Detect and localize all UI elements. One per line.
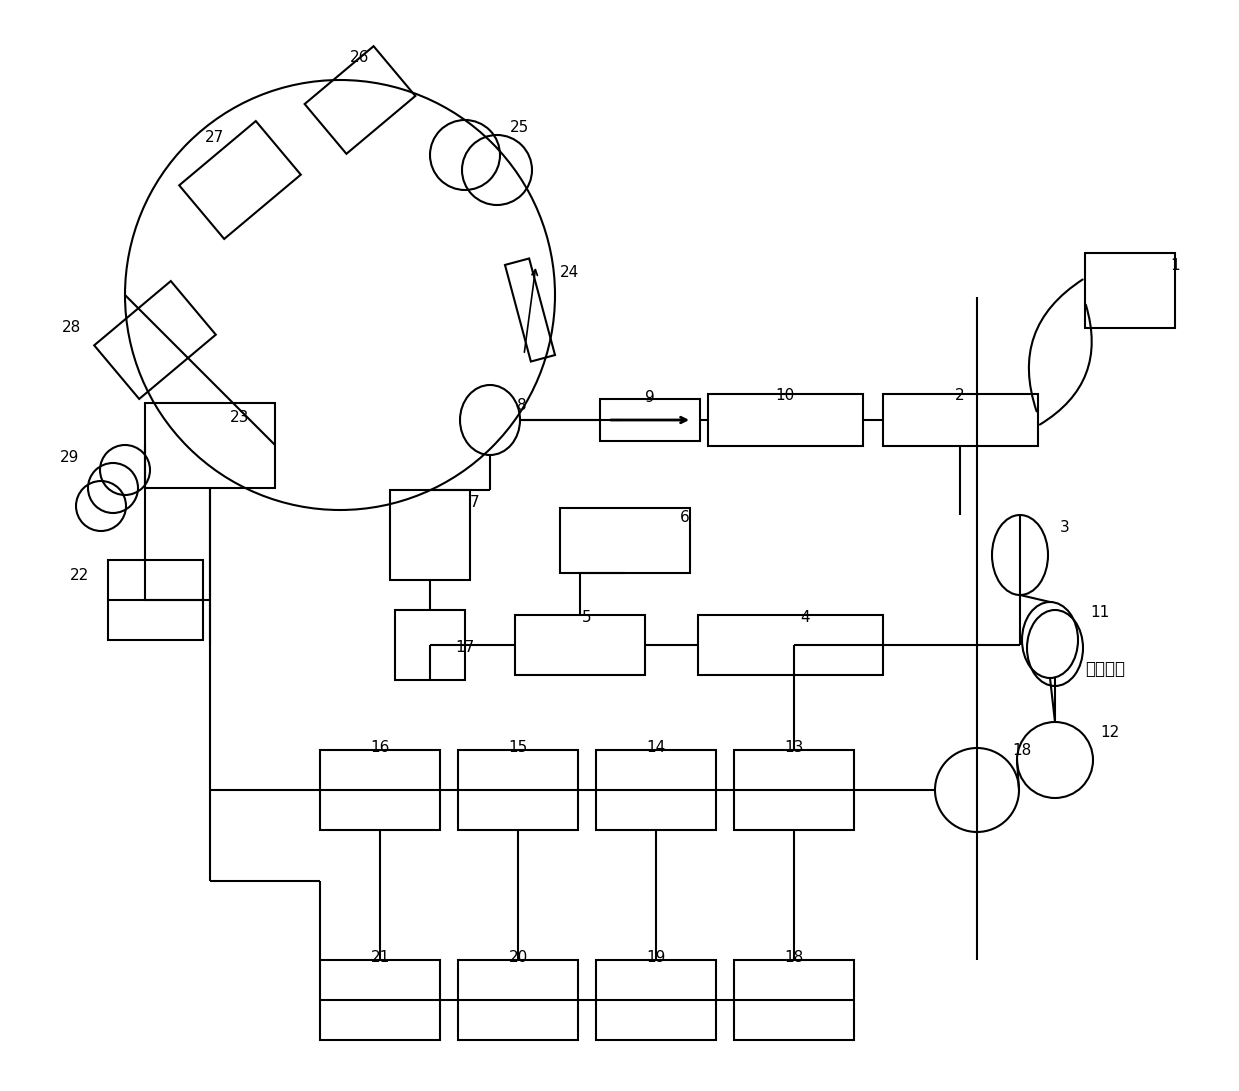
- Text: 26: 26: [351, 50, 369, 65]
- Bar: [596, 960, 716, 1040]
- Bar: [596, 750, 716, 830]
- Bar: [458, 750, 579, 830]
- Bar: [515, 615, 646, 675]
- Text: 21: 21: [370, 950, 389, 966]
- Text: 20: 20: [508, 950, 528, 966]
- Bar: [108, 560, 202, 640]
- Bar: [395, 610, 465, 680]
- Text: 5: 5: [582, 610, 592, 625]
- Text: 22: 22: [69, 568, 89, 583]
- Text: 7: 7: [470, 495, 479, 509]
- Text: 14: 14: [647, 740, 665, 755]
- Text: 28: 28: [62, 320, 82, 335]
- Bar: [145, 403, 275, 488]
- Text: 25: 25: [510, 120, 529, 135]
- Text: 13: 13: [784, 740, 804, 755]
- Text: 8: 8: [517, 398, 527, 413]
- Text: 1: 1: [1170, 257, 1180, 273]
- Bar: [882, 394, 1037, 446]
- Text: 18: 18: [784, 950, 804, 966]
- Bar: [458, 960, 579, 1040]
- Text: 24: 24: [560, 265, 580, 280]
- Bar: [707, 394, 862, 446]
- Text: 29: 29: [59, 449, 79, 465]
- Text: 4: 4: [800, 610, 809, 625]
- Text: 16: 16: [370, 740, 390, 755]
- Text: 19: 19: [647, 950, 665, 966]
- Text: 23: 23: [230, 410, 249, 425]
- Bar: [320, 750, 440, 830]
- Text: 27: 27: [204, 130, 224, 145]
- Bar: [698, 615, 882, 675]
- Text: 10: 10: [776, 388, 794, 403]
- Text: 6: 6: [680, 509, 690, 525]
- Bar: [733, 750, 854, 830]
- Text: 18: 18: [1012, 743, 1032, 758]
- Text: 2: 2: [955, 388, 965, 403]
- Text: 17: 17: [455, 640, 475, 655]
- Bar: [560, 507, 690, 573]
- Text: 15: 15: [508, 740, 528, 755]
- Bar: [600, 399, 700, 441]
- Text: 激光输出: 激光输出: [1085, 660, 1125, 678]
- Bar: [733, 960, 854, 1040]
- Bar: [390, 490, 470, 580]
- Text: 11: 11: [1090, 606, 1109, 620]
- Text: 3: 3: [1061, 520, 1069, 535]
- Bar: [1085, 252, 1175, 327]
- Bar: [320, 960, 440, 1040]
- Text: 9: 9: [646, 389, 655, 405]
- Text: 12: 12: [1100, 726, 1119, 740]
